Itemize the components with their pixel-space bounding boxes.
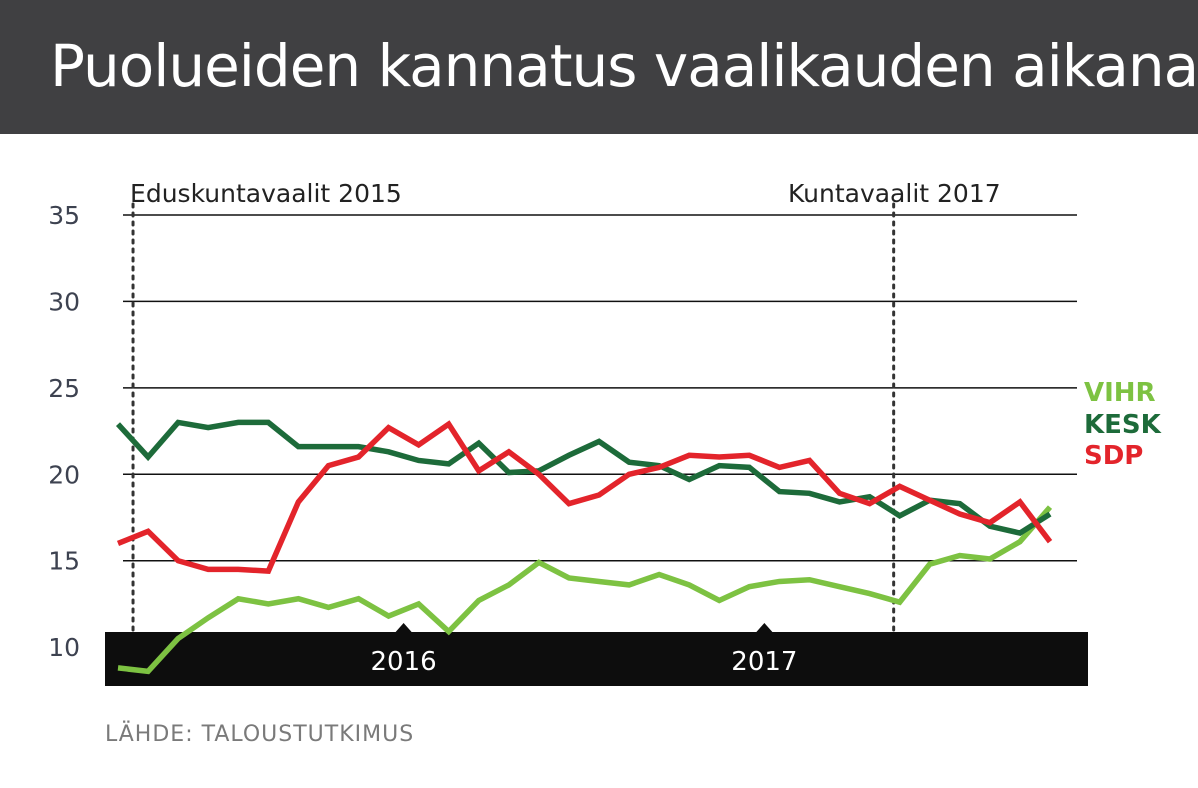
legend-label-vihr: VIHR [1084, 378, 1156, 408]
series-line-sdp [116, 420, 1053, 574]
chart-title: Puolueiden kannatus vaalikauden aikana [50, 32, 1198, 100]
legend-label-kesk: KESK [1084, 410, 1162, 440]
series-line-vihr [117, 505, 1053, 675]
year-tick-2016 [395, 623, 412, 632]
series-line-kesk [115, 419, 1052, 536]
line-chart: Eduskuntavaalit 2015 Kuntavaalit 2017 201… [48, 179, 1162, 686]
x-tick-label-2017: 2017 [731, 647, 797, 677]
y-tick-label-25: 25 [48, 374, 80, 403]
x-axis-band-rect [105, 632, 1088, 686]
event-label-0: Eduskuntavaalit 2015 [130, 179, 402, 208]
series-lines [115, 419, 1053, 675]
year-tick-2017 [756, 623, 773, 632]
event-markers: Eduskuntavaalit 2015 Kuntavaalit 2017 [130, 179, 1001, 634]
y-axis-labels: 5101520253035 [48, 201, 80, 662]
x-axis-band: 2016 2017 [105, 623, 1088, 686]
y-tick-label-35: 35 [48, 201, 80, 230]
x-tick-label-2016: 2016 [371, 647, 437, 677]
title-bar: Puolueiden kannatus vaalikauden aikana [0, 0, 1198, 134]
y-tick-label-30: 30 [48, 287, 80, 316]
event-label-1: Kuntavaalit 2017 [788, 179, 1001, 208]
legend-label-sdp: SDP [1084, 441, 1143, 471]
y-tick-label-15: 15 [48, 547, 80, 576]
y-tick-label-10: 10 [48, 633, 80, 662]
source-note: LÄHDE: TALOUSTUTKIMUS [105, 722, 415, 747]
y-tick-label-20: 20 [48, 460, 80, 489]
